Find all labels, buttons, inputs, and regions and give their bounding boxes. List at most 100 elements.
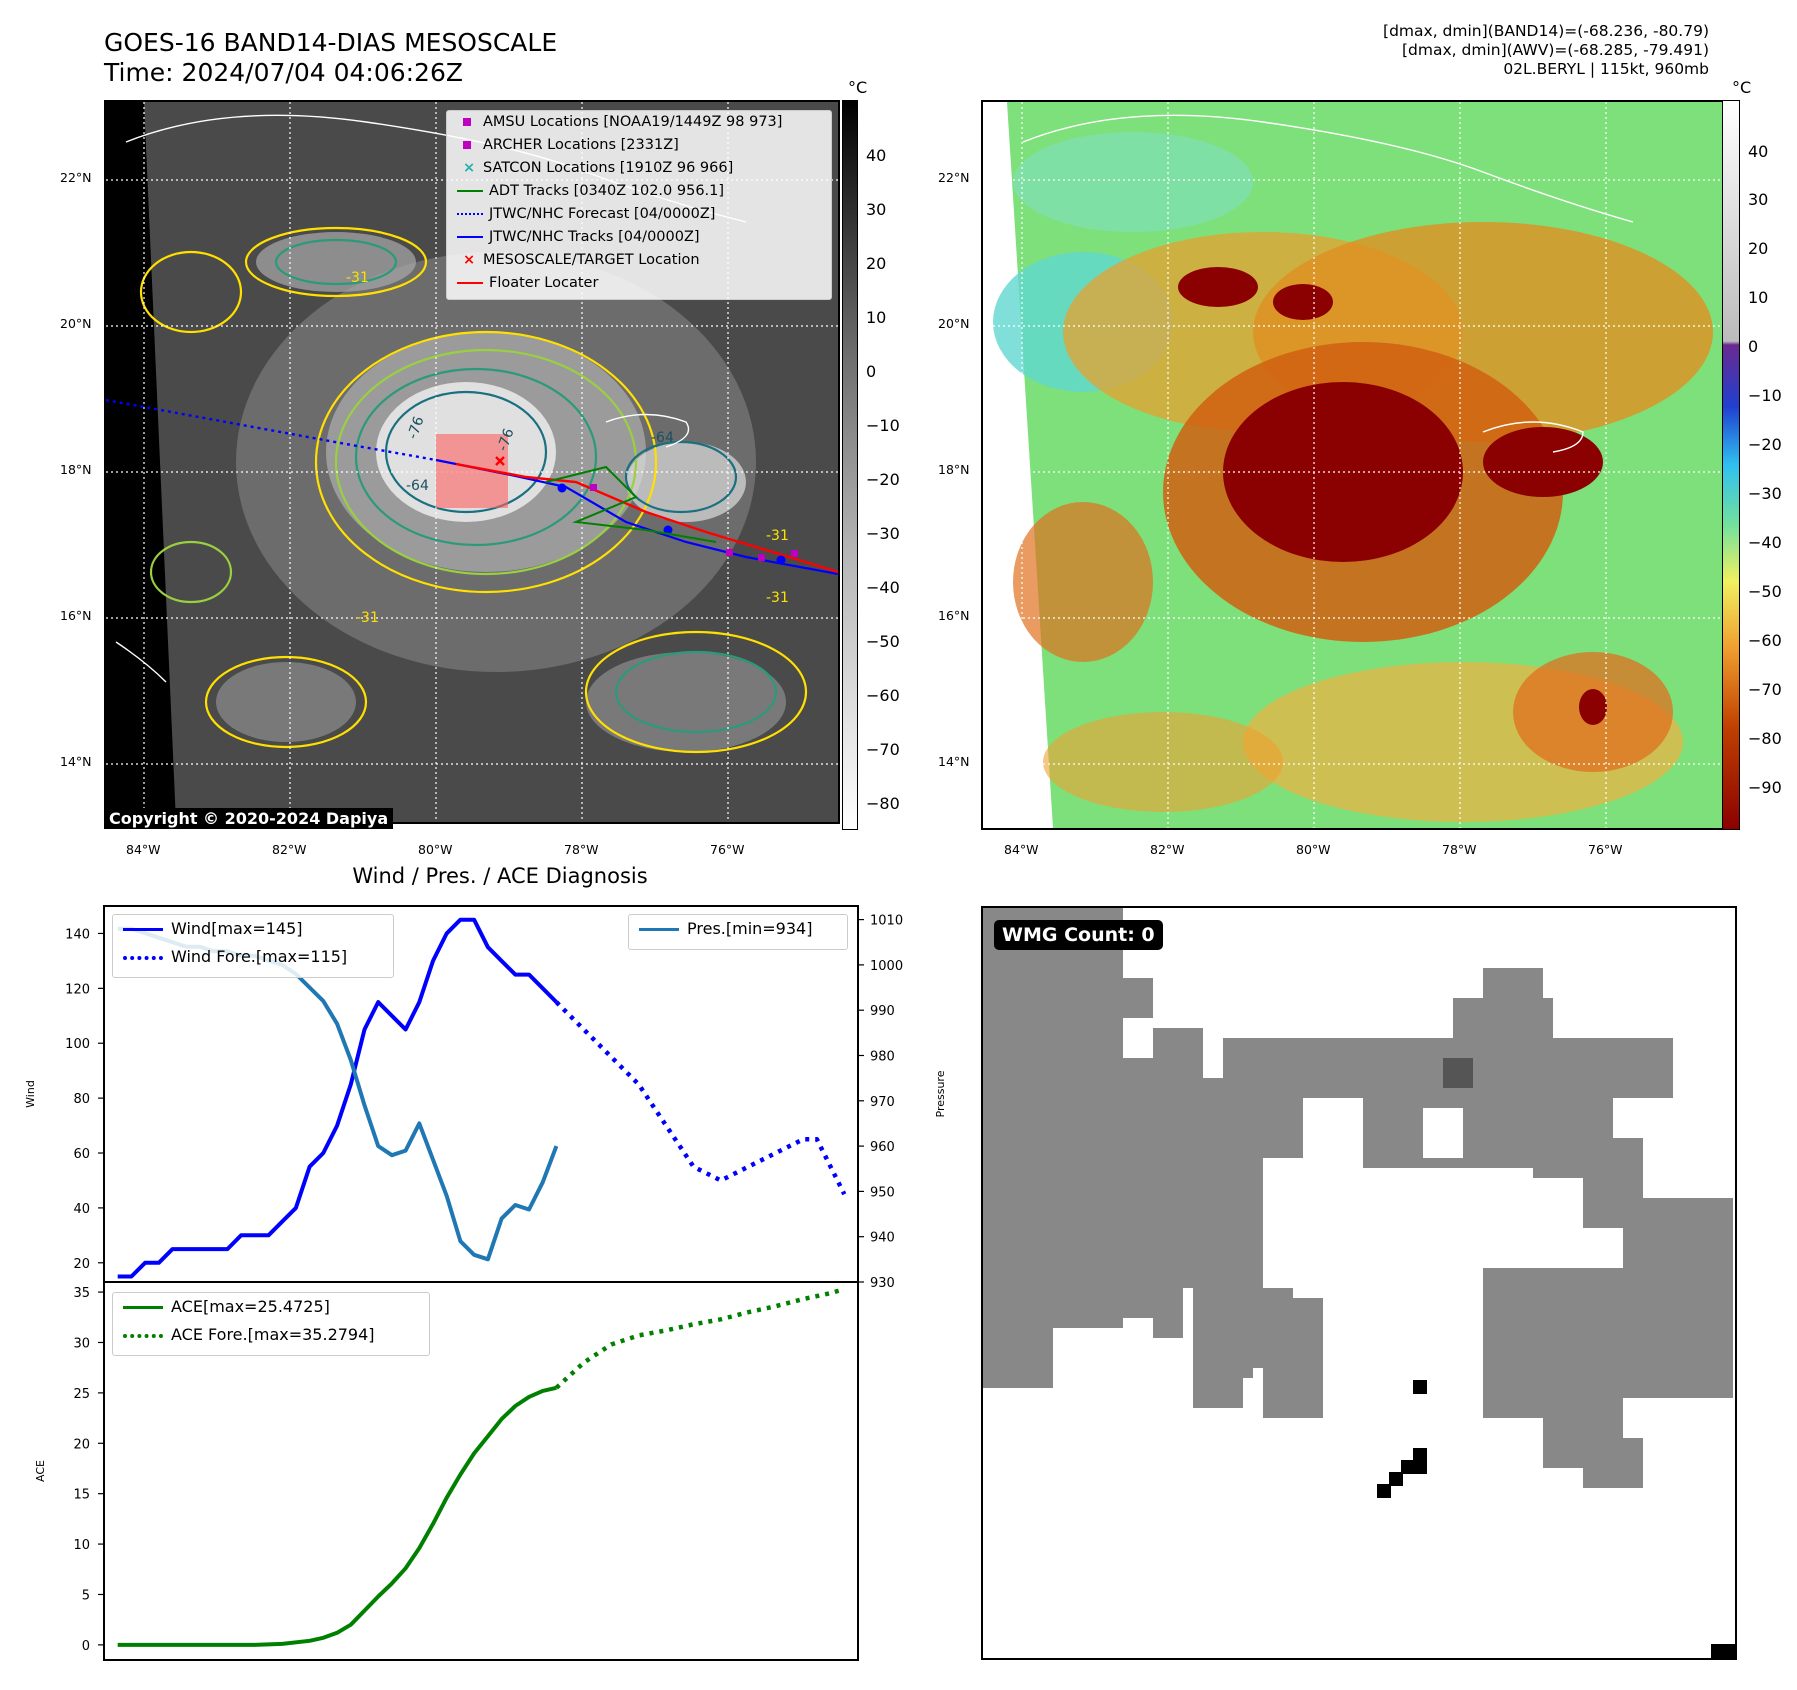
contour-label: -64 — [651, 430, 674, 446]
cbar-tick: −10 — [1748, 386, 1782, 405]
cbar-tick: 30 — [1748, 190, 1769, 209]
pres-axis-tick: 930 — [870, 1276, 895, 1291]
stats-line-3: 02L.BERYL | 115kt, 960mb — [1503, 60, 1709, 78]
ace-axis-tick: 35 — [73, 1286, 90, 1301]
stats-line-2: [dmax, dmin](AWV)=(-68.285, -79.491) — [1402, 41, 1709, 59]
ace-axis-tick: 15 — [73, 1488, 90, 1503]
contour-label: -31 — [356, 610, 379, 626]
ace-axis-label: ACE — [34, 1460, 47, 1482]
cbar-tick: −30 — [866, 524, 900, 543]
lon-label: 78°W — [1442, 842, 1477, 857]
cbar-tick: −80 — [866, 794, 900, 813]
stats-line-1: [dmax, dmin](BAND14)=(-68.236, -80.79) — [1383, 22, 1709, 40]
cbar-tick: 20 — [866, 254, 887, 273]
lat-label: 20°N — [938, 316, 970, 331]
lat-label: 18°N — [60, 462, 92, 477]
wind-axis-tick: 20 — [73, 1257, 90, 1272]
cbar-tick: −70 — [866, 740, 900, 759]
legend-item-wind: Wind[max=145] — [123, 919, 303, 938]
cbar-tick: 30 — [866, 200, 887, 219]
lat-label: 16°N — [60, 608, 92, 623]
cbar-tick: −50 — [866, 632, 900, 651]
wind-axis-tick: 40 — [73, 1202, 90, 1217]
lon-label: 78°W — [564, 842, 599, 857]
lon-label: 84°W — [1004, 842, 1039, 857]
cbar-tick: −60 — [866, 686, 900, 705]
ace-axis-tick: 10 — [73, 1538, 90, 1553]
legend-item-tracks: JTWC/NHC Tracks [04/0000Z] — [457, 229, 700, 245]
wind-forecast-series-line — [554, 1000, 847, 1196]
pres-axis-tick: 970 — [870, 1095, 895, 1110]
lat-label: 14°N — [938, 754, 970, 769]
cbar-tick: −90 — [1748, 778, 1782, 797]
diagnosis-title: Wind / Pres. / ACE Diagnosis — [352, 864, 648, 888]
lon-label: 80°W — [1296, 842, 1331, 857]
wind-axis-label: Wind — [24, 1080, 37, 1108]
legend-item-pres: Pres.[min=934] — [639, 919, 812, 938]
cbar-tick: 40 — [1748, 142, 1769, 161]
lon-label: 76°W — [710, 842, 745, 857]
pres-axis-tick: 1010 — [870, 914, 903, 929]
cbar-tick: −20 — [1748, 435, 1782, 454]
awv-map-image — [983, 102, 1735, 828]
cbar-tick: −70 — [1748, 680, 1782, 699]
ace-axis-tick: 0 — [82, 1639, 90, 1654]
lon-label: 84°W — [126, 842, 161, 857]
lat-label: 22°N — [938, 170, 970, 185]
colorbar-unit: °C — [848, 78, 868, 97]
legend-item-wind-fore: Wind Fore.[max=115] — [123, 947, 347, 966]
cbar-tick: −80 — [1748, 729, 1782, 748]
cbar-tick: −10 — [866, 416, 900, 435]
ace-axis-tick: 25 — [73, 1387, 90, 1402]
cbar-tick: −30 — [1748, 484, 1782, 503]
diagnosis-chart: 1401201008060402010101000990980970960950… — [24, 905, 947, 1661]
wmg-image — [983, 908, 1735, 1658]
lon-label: 80°W — [418, 842, 453, 857]
colorbar-unit: °C — [1732, 78, 1752, 97]
lon-label: 82°W — [272, 842, 307, 857]
wind-series-line — [117, 917, 558, 1279]
ace-legend: ACE[max=25.4725] ACE Fore.[max=35.2794] — [112, 1292, 430, 1356]
cbar-tick: −40 — [1748, 533, 1782, 552]
wind-legend: Wind[max=145] Wind Fore.[max=115] — [112, 914, 394, 978]
cbar-tick: 10 — [866, 308, 887, 327]
legend-item-ace-fore: ACE Fore.[max=35.2794] — [123, 1325, 375, 1344]
contour-label: -31 — [766, 590, 789, 606]
wind-axis-tick: 100 — [65, 1037, 90, 1052]
cbar-tick: 20 — [1748, 239, 1769, 258]
ace-axis-tick: 5 — [82, 1588, 90, 1603]
cbar-tick: 40 — [866, 146, 887, 165]
pres-axis-tick: 980 — [870, 1049, 895, 1064]
lat-label: 22°N — [60, 170, 92, 185]
pressure-series-line — [117, 926, 559, 1262]
cbar-tick: −20 — [866, 470, 900, 489]
cbar-tick: −40 — [866, 578, 900, 597]
band14-colorbar — [842, 100, 858, 830]
stats-block: [dmax, dmin](BAND14)=(-68.236, -80.79) [… — [1383, 22, 1709, 79]
wind-axis-tick: 80 — [73, 1092, 90, 1107]
legend-item-forecast: JTWC/NHC Forecast [04/0000Z] — [457, 206, 715, 222]
legend-item-satcon: × SATCON Locations [1910Z 96 966] — [463, 160, 734, 176]
ace-axis-tick: 30 — [73, 1336, 90, 1351]
contour-label: -64 — [406, 478, 429, 494]
title-line-1: GOES-16 BAND14-DIAS MESOSCALE — [104, 28, 558, 57]
cbar-tick: −60 — [1748, 631, 1782, 650]
legend-item-floater: Floater Locater — [457, 275, 598, 291]
lat-label: 20°N — [60, 316, 92, 331]
lon-label: 82°W — [1150, 842, 1185, 857]
legend-item-ace: ACE[max=25.4725] — [123, 1297, 330, 1316]
legend-item-amsu: AMSU Locations [NOAA19/1449Z 98 973] — [457, 114, 782, 130]
title-line-2: Time: 2024/07/04 04:06:26Z — [104, 58, 463, 87]
contour-label: -31 — [346, 270, 369, 286]
lat-label: 14°N — [60, 754, 92, 769]
cbar-tick: 10 — [1748, 288, 1769, 307]
contour-label: -76 — [495, 426, 518, 453]
contour-label: -31 — [766, 528, 789, 544]
legend-item-mesoscale: × MESOSCALE/TARGET Location — [463, 252, 700, 268]
wind-axis-tick: 120 — [65, 982, 90, 997]
lat-label: 16°N — [938, 608, 970, 623]
cbar-tick: 0 — [866, 362, 877, 381]
wmg-count-badge: WMG Count: 0 — [994, 920, 1163, 950]
legend-item-adt: ADT Tracks [0340Z 102.0 956.1] — [457, 183, 724, 199]
pres-axis-tick: 950 — [870, 1185, 895, 1200]
